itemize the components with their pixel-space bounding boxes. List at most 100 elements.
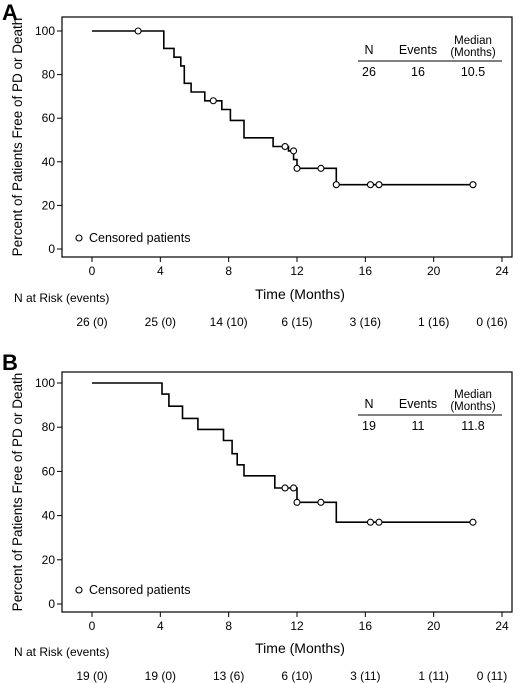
panel-b-header-months: (Months) [450,401,496,413]
panel-b: B Percent of Patients Free of PD or Deat… [2,350,513,683]
panel-a-value-events: 16 [411,65,425,79]
panel-a-xtick-label-3: 12 [290,264,304,278]
panel-b-frame [61,371,513,613]
panel-a-xlabel: Time (Months) [255,286,345,302]
panel-b-risk-title: N at Risk (events) [14,645,109,659]
panel-a: A Percent of Patients Free of PD or Deat… [2,0,513,329]
panel-b-xtick-label-5: 20 [427,619,441,633]
panel-b-risk-value-2: 13 (6) [213,669,244,683]
panel-b-risk-value-1: 19 (0) [145,669,176,683]
panel-a-summary-table: N Events Median (Months) 26 16 10.5 [358,35,502,79]
panel-b-yticks: 0 20 40 60 80 100 [35,376,62,611]
panel-b-xtick-label-2: 8 [225,619,232,633]
panel-b-censor-marks [281,484,477,526]
panel-b-ytick-label-2: 40 [42,509,56,523]
panel-a-risk-value-6: 0 (16) [476,315,507,329]
panel-a-censor-mark-7 [366,181,375,189]
panel-b-risk-value-0: 19 (0) [76,669,107,683]
panel-b-risk-value-4: 3 (11) [350,669,380,683]
panel-a-risk-value-4: 3 (16) [350,315,381,329]
panel-b-legend-marker [75,586,83,594]
panel-b-xtick-label-4: 16 [359,619,373,633]
panel-b-risk-value-6: 0 (11) [477,669,507,683]
panel-b-xticks: 0 4 8 12 16 20 24 [89,612,509,633]
panel-a-censor-mark-3 [290,147,298,155]
panel-a-censor-mark-4 [293,164,301,172]
panel-b-header-median: Median [454,389,492,401]
panel-b-xtick-label-6: 24 [495,619,509,633]
panel-a-risk-value-1: 25 (0) [145,315,176,329]
panel-b-ytick-label-1: 20 [42,553,56,567]
panel-a-xticks: 0 4 8 12 16 20 24 [89,257,509,278]
panel-a-xtick-label-1: 4 [157,264,164,278]
panel-b-value-events: 11 [412,419,425,433]
panel-b-risk-value-3: 6 (10) [281,669,312,683]
panel-a-header-median: Median [454,35,492,47]
panel-a-censor-mark-9 [469,181,477,189]
panel-b-censor-mark-1 [290,484,298,492]
panel-a-legend: Censored patients [75,231,190,245]
panel-b-survival-curve [92,382,473,523]
panel-a-ytick-label-3: 60 [42,111,56,125]
panel-a-censor-mark-6 [332,181,340,189]
panel-a-risk-value-0: 26 (0) [76,315,107,329]
panel-a-letter: A [2,0,18,25]
panel-b-legend: Censored patients [75,583,190,597]
panel-b-xtick-label-1: 4 [157,619,164,633]
panel-a-censor-mark-8 [375,181,383,189]
panel-b-censor-mark-3 [317,498,325,506]
panel-b-censor-mark-6 [469,518,477,526]
panel-b-legend-label: Censored patients [89,583,190,597]
panel-b-ytick-label-4: 80 [42,420,56,434]
panel-a-xtick-label-5: 20 [427,264,441,278]
panel-a-yticks: 0 20 40 60 80 100 [35,24,62,256]
panel-a-value-median: 10.5 [461,65,485,79]
panel-b-risk-row: 19 (0) 19 (0) 13 (6) 6 (10) 3 (11) 1 (11) 0 (1… [76,669,507,683]
panel-b-value-n: 19 [362,419,376,433]
panel-a-ytick-label-5: 100 [35,24,55,38]
panel-a-value-n: 26 [362,65,376,79]
panel-a-header-n: N [364,43,373,57]
panel-b-header-n: N [364,397,373,411]
panel-a-risk-value-5: 1 (16) [418,315,449,329]
panel-a-xtick-label-4: 16 [359,264,373,278]
panel-b-xtick-label-0: 0 [89,619,96,633]
panel-b-censor-mark-5 [375,518,383,526]
panel-a-xtick-label-0: 0 [89,264,96,278]
panel-b-ylabel: Percent of Patients Free of PD or Death [10,373,25,612]
panel-b-censor-mark-0 [281,484,289,492]
panel-a-legend-label: Censored patients [89,231,190,245]
panel-a-xtick-label-6: 24 [495,264,509,278]
panel-b-ytick-label-0: 0 [48,597,55,611]
panel-a-censor-mark-5 [317,164,325,172]
panel-a-censor-marks [134,27,477,189]
panel-a-ytick-label-4: 80 [42,68,56,82]
panel-a-header-events: Events [399,43,437,57]
panel-a-ytick-label-1: 20 [42,198,56,212]
panel-a-censor-mark-1 [209,97,217,105]
panel-a-header-months: (Months) [450,47,496,59]
panel-a-legend-marker [75,234,83,242]
panel-b-risk-value-5: 1 (11) [418,669,448,683]
panel-a-frame [61,16,513,258]
panel-a-ytick-label-2: 40 [42,155,56,169]
panel-b-letter: B [2,350,18,375]
panel-b-header-events: Events [399,397,437,411]
panel-a-censor-mark-0 [134,27,142,35]
panel-a-ytick-label-0: 0 [48,242,55,256]
panel-b-value-median: 11.8 [461,419,484,433]
panel-b-ytick-label-5: 100 [35,376,55,390]
panel-a-risk-value-2: 14 (10) [210,315,248,329]
panel-a-survival-curve [92,30,473,186]
panel-b-ytick-label-3: 60 [42,464,56,478]
panel-b-censor-mark-4 [366,518,375,526]
panel-b-summary-table: N Events Median (Months) 19 11 11.8 [358,389,502,433]
panel-a-risk-row: 26 (0) 25 (0) 14 (10) 6 (15) 3 (16) 1 (16) 0 (… [76,315,507,329]
panel-b-censor-mark-2 [293,498,301,506]
panel-a-ylabel: Percent of Patients Free of PD or Death [10,18,25,257]
panel-a-risk-title: N at Risk (events) [14,291,109,305]
panel-a-censor-mark-2 [281,142,289,151]
panel-a-risk-value-3: 6 (15) [281,315,312,329]
panel-b-xtick-label-3: 12 [290,619,304,633]
